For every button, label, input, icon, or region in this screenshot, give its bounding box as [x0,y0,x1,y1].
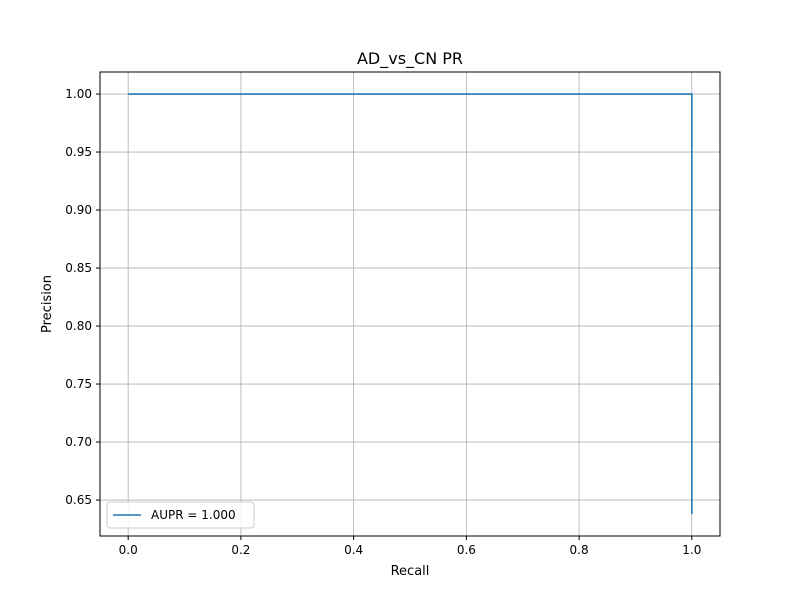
x-tick-label: 0.0 [119,543,138,557]
y-tick-label: 0.90 [65,203,92,217]
series-line [128,93,693,514]
x-tick-label: 0.8 [570,543,589,557]
x-tick-label: 1.0 [682,543,701,557]
tick-layer: 0.0 0.2 0.4 0.6 0.8 1.0 0.65 0.70 0.75 0.80 0.85 0.… [65,87,701,557]
legend: AUPR = 1.000 [106,501,255,529]
y-tick-label: 0.65 [65,493,92,507]
x-tick-label: 0.4 [344,543,363,557]
series-layer [128,93,693,514]
y-tick-label: 0.80 [65,319,92,333]
y-tick-label: 0.85 [65,261,92,275]
legend-box [106,501,255,529]
legend-entry-label: AUPR = 1.000 [151,508,236,522]
axes-frame [99,71,721,537]
y-tick-label: 1.00 [65,87,92,101]
chart-title: AD_vs_CN PR [357,49,463,69]
y-tick-label: 0.70 [65,435,92,449]
y-tick-label: 0.75 [65,377,92,391]
x-axis-label: Recall [391,564,430,579]
y-tick-label: 0.95 [65,145,92,159]
x-tick-label: 0.2 [231,543,250,557]
x-tick-label: 0.6 [457,543,476,557]
y-axis-label: Precision [40,275,55,333]
